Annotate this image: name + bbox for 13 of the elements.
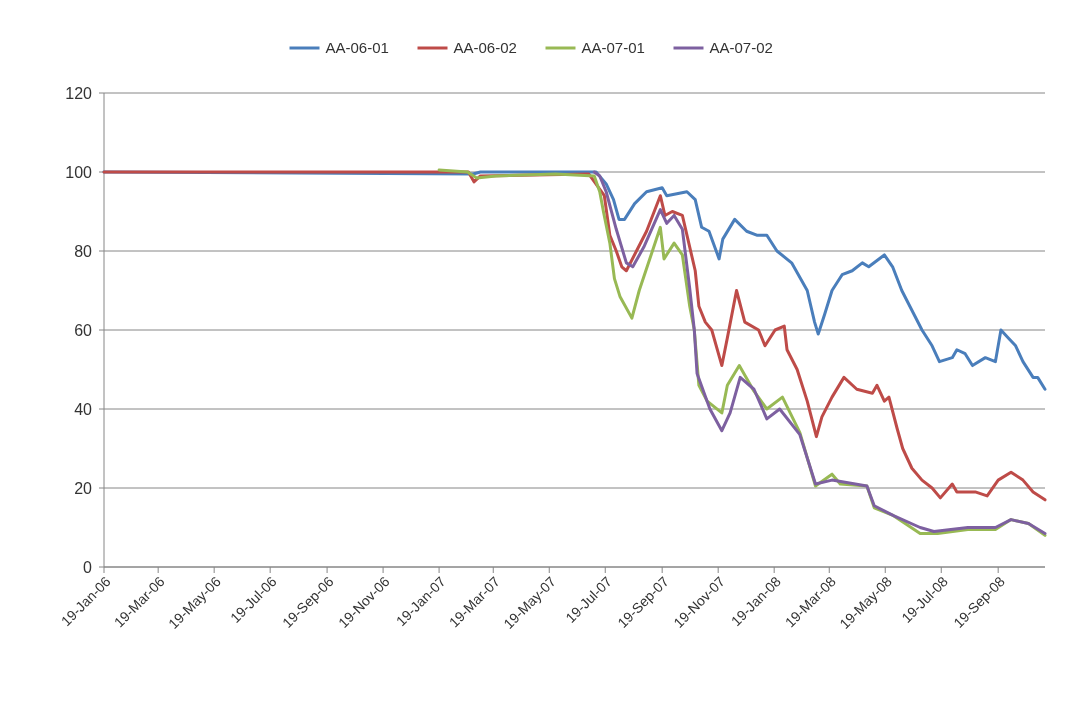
y-tick-label: 40 — [74, 400, 93, 418]
legend-label: AA-07-01 — [581, 39, 645, 57]
y-tick-label: 0 — [83, 558, 93, 576]
y-tick-label: 80 — [74, 242, 93, 260]
y-tick-label: 100 — [65, 163, 93, 181]
line-series — [102, 170, 1047, 502]
line-series — [592, 170, 1047, 535]
legend-label: AA-07-02 — [709, 39, 773, 57]
y-tick-label: 60 — [74, 321, 93, 339]
y-tick-label: 20 — [74, 479, 93, 497]
y-tick-label: 120 — [65, 84, 93, 102]
legend-label: AA-06-02 — [453, 39, 517, 57]
legend-label: AA-06-01 — [325, 39, 389, 57]
